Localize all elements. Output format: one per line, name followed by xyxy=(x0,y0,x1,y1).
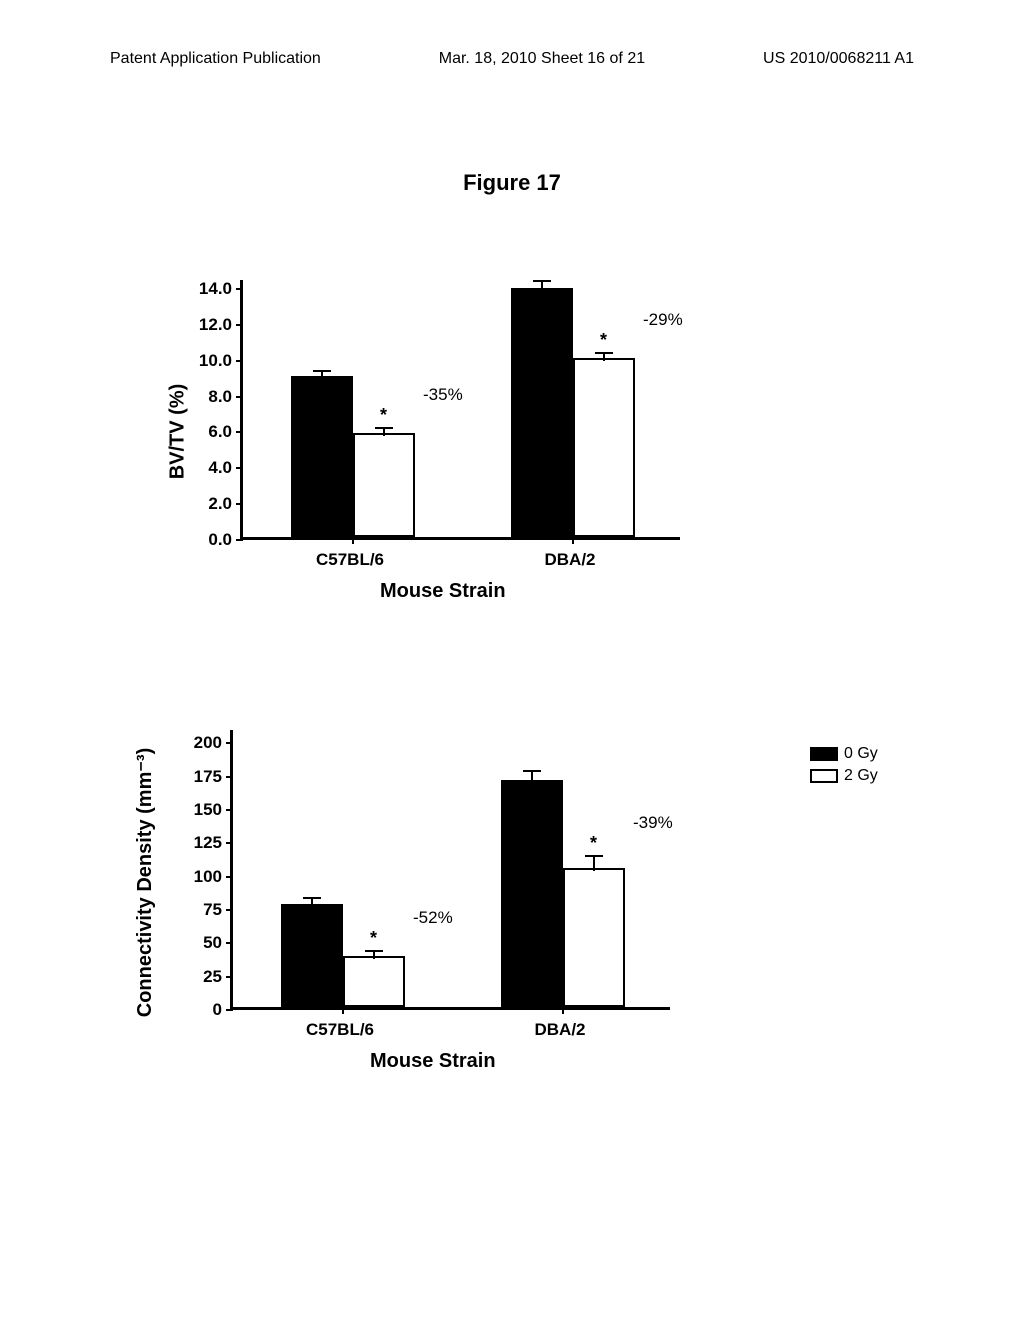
y-tick-mark xyxy=(226,942,233,944)
error-bar-cap xyxy=(523,770,541,772)
y-tick-mark xyxy=(236,288,243,290)
x-tick-mark xyxy=(572,537,574,544)
error-bar-cap xyxy=(375,427,393,429)
y-tick-label: 0 xyxy=(213,1000,222,1020)
percent-change-label: -35% xyxy=(423,385,463,405)
figure-title: Figure 17 xyxy=(0,170,1024,196)
legend-label-0gy: 0 Gy xyxy=(844,745,878,763)
error-bar-cap xyxy=(365,950,383,952)
bar xyxy=(573,358,635,537)
y-tick-mark xyxy=(236,324,243,326)
header-left: Patent Application Publication xyxy=(110,50,321,68)
legend-item-2gy: 2 Gy xyxy=(810,767,878,785)
y-tick-label: 10.0 xyxy=(199,351,232,371)
chart2-plot-area: * -52% * -39% xyxy=(230,730,670,1010)
y-tick-mark xyxy=(226,876,233,878)
y-tick-label: 0.0 xyxy=(208,530,232,550)
bar xyxy=(501,780,563,1007)
error-bar-cap xyxy=(313,370,331,372)
y-tick-label: 2.0 xyxy=(208,494,232,514)
y-tick-mark xyxy=(226,1009,233,1011)
y-tick-label: 175 xyxy=(194,767,222,787)
chart1-x-label: Mouse Strain xyxy=(380,580,506,603)
x-tick-mark xyxy=(562,1007,564,1014)
x-tick-mark xyxy=(342,1007,344,1014)
y-tick-label: 75 xyxy=(203,900,222,920)
legend: 0 Gy 2 Gy xyxy=(810,745,878,789)
chart2-y-label: Connectivity Density (mm⁻³) xyxy=(132,748,157,1017)
y-tick-label: 12.0 xyxy=(199,315,232,335)
y-tick-label: 150 xyxy=(194,800,222,820)
legend-swatch-open xyxy=(810,769,838,783)
y-tick-mark xyxy=(236,431,243,433)
y-tick-label: 4.0 xyxy=(208,458,232,478)
significance-asterisk: * xyxy=(380,405,387,426)
y-tick-mark xyxy=(226,776,233,778)
bar xyxy=(563,868,625,1007)
percent-change-label: -52% xyxy=(413,908,453,928)
significance-asterisk: * xyxy=(600,330,607,351)
header-center: Mar. 18, 2010 Sheet 16 of 21 xyxy=(439,50,645,68)
y-tick-mark xyxy=(236,503,243,505)
page-header: Patent Application Publication Mar. 18, … xyxy=(0,50,1024,68)
error-bar-cap xyxy=(585,855,603,857)
y-tick-mark xyxy=(236,360,243,362)
y-tick-label: 200 xyxy=(194,733,222,753)
y-tick-mark xyxy=(226,842,233,844)
y-tick-mark xyxy=(236,467,243,469)
chart1-y-label: BV/TV (%) xyxy=(166,384,189,480)
x-tick-mark xyxy=(352,537,354,544)
bar xyxy=(281,904,343,1007)
y-tick-mark xyxy=(226,809,233,811)
bar xyxy=(511,288,573,537)
y-tick-mark xyxy=(226,742,233,744)
y-tick-mark xyxy=(226,909,233,911)
chart1-plot-area: * -35% * -29% xyxy=(240,280,680,540)
error-bar-cap xyxy=(595,352,613,354)
x-tick-label: C57BL/6 xyxy=(306,1020,374,1040)
bar xyxy=(343,956,405,1007)
significance-asterisk: * xyxy=(590,833,597,854)
legend-label-2gy: 2 Gy xyxy=(844,767,878,785)
percent-change-label: -39% xyxy=(633,813,673,833)
y-tick-mark xyxy=(236,539,243,541)
bar xyxy=(353,433,415,537)
y-tick-label: 8.0 xyxy=(208,387,232,407)
chart2-x-label: Mouse Strain xyxy=(370,1050,496,1073)
x-tick-label: C57BL/6 xyxy=(316,550,384,570)
percent-change-label: -29% xyxy=(643,310,683,330)
error-bar-cap xyxy=(303,897,321,899)
error-bar-cap xyxy=(533,280,551,282)
y-tick-label: 25 xyxy=(203,967,222,987)
bar xyxy=(291,376,353,537)
y-tick-mark xyxy=(236,396,243,398)
header-right: US 2010/0068211 A1 xyxy=(763,50,914,68)
x-tick-label: DBA/2 xyxy=(544,550,595,570)
error-bar-stem xyxy=(593,855,595,871)
legend-item-0gy: 0 Gy xyxy=(810,745,878,763)
y-tick-label: 50 xyxy=(203,933,222,953)
legend-swatch-filled xyxy=(810,747,838,761)
x-tick-label: DBA/2 xyxy=(534,1020,585,1040)
y-tick-label: 6.0 xyxy=(208,422,232,442)
chart-connectivity: Connectivity Density (mm⁻³) 0 25 50 75 100 12… xyxy=(130,730,780,1100)
y-tick-mark xyxy=(226,976,233,978)
chart-bvtv: BV/TV (%) 0.02.04.06.08.010.012.014.0 *-… xyxy=(180,280,780,630)
y-tick-label: 100 xyxy=(194,867,222,887)
y-tick-label: 14.0 xyxy=(199,279,232,299)
y-tick-label: 125 xyxy=(194,833,222,853)
significance-asterisk: * xyxy=(370,928,377,949)
